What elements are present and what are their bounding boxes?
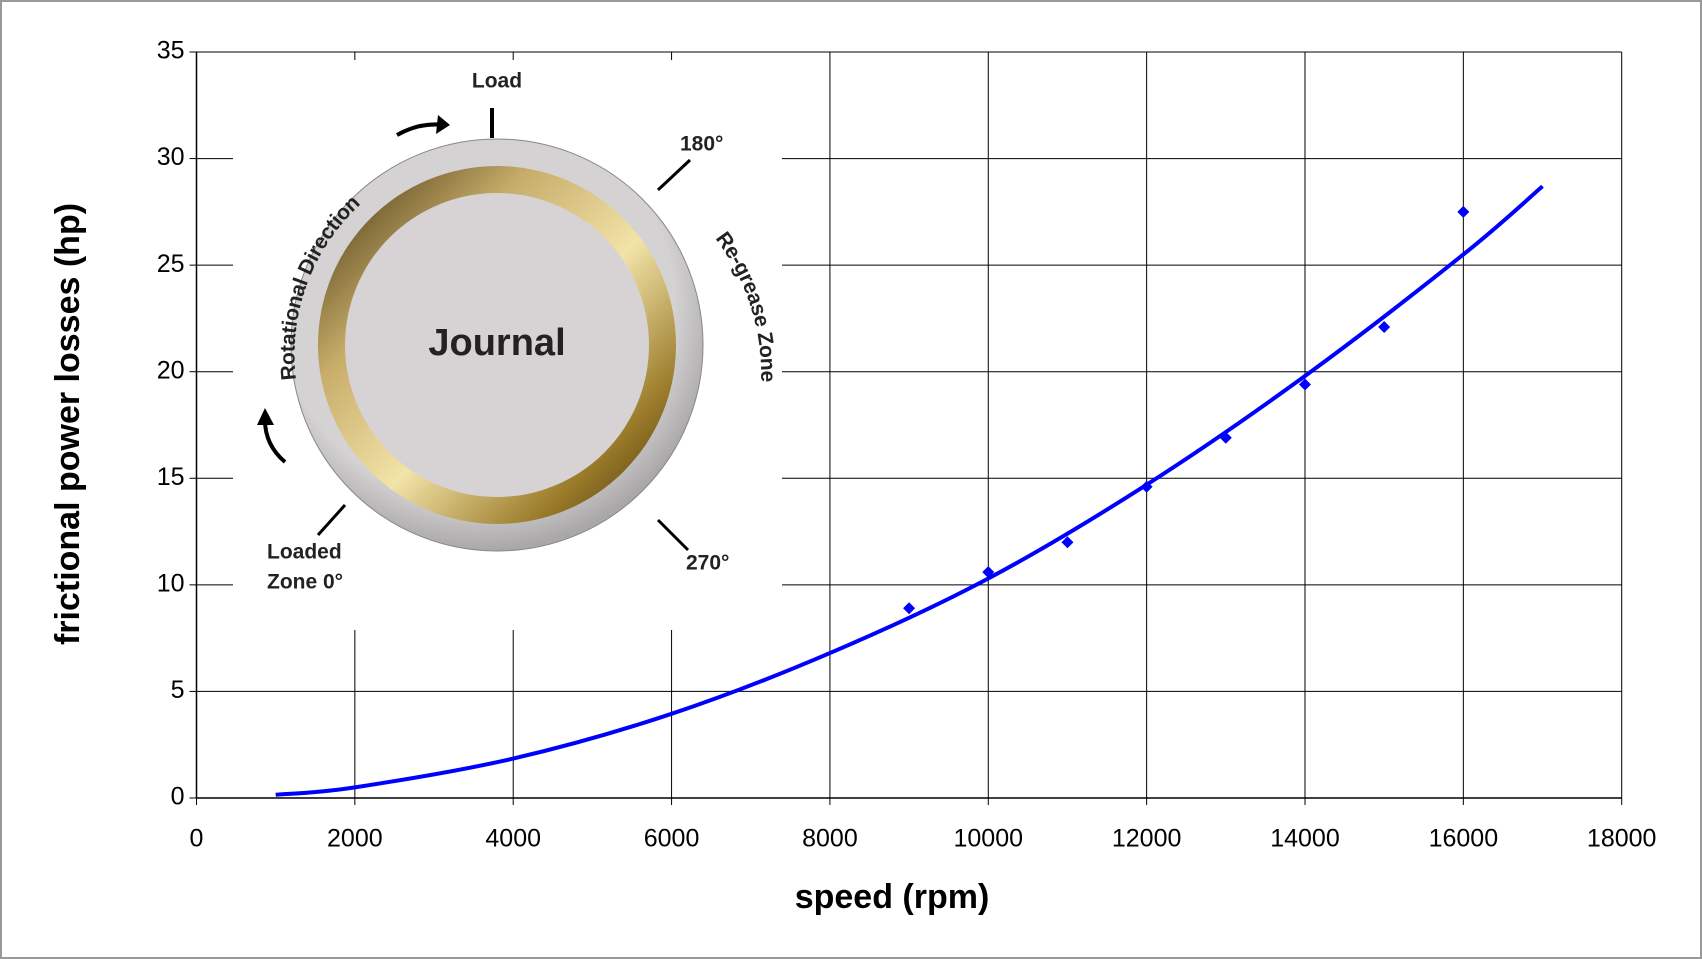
point — [1298, 378, 1311, 391]
y-tick-label: 35 — [157, 37, 185, 65]
y-tick-label: 0 — [171, 783, 185, 811]
load-label: Load — [472, 70, 522, 93]
line-180 — [656, 158, 692, 192]
y-tick-label: 30 — [157, 143, 185, 171]
y-axis-title: frictional power losses (hp) — [49, 203, 87, 645]
y-tick-label: 10 — [157, 569, 185, 597]
point — [1061, 536, 1074, 549]
point — [1378, 320, 1391, 333]
x-tick-label: 8000 — [802, 825, 858, 853]
line-270 — [656, 518, 690, 552]
y-tick-label: 20 — [157, 356, 185, 384]
x-tick-label: 16000 — [1429, 825, 1499, 853]
journal — [345, 193, 649, 497]
label-180: 180° — [680, 133, 723, 156]
arrow-left-head — [257, 408, 274, 425]
x-tick-label: 18000 — [1587, 825, 1657, 853]
y-tick-label: 15 — [157, 463, 185, 491]
x-tick-label: 6000 — [644, 825, 700, 853]
x-tick-label: 2000 — [327, 825, 383, 853]
x-tick-label: 12000 — [1112, 825, 1182, 853]
y-tick-label: 5 — [171, 676, 185, 704]
x-tick-label: 10000 — [954, 825, 1024, 853]
fit-line — [275, 184, 1544, 797]
point — [903, 602, 916, 615]
zone-label: Zone 0° — [267, 571, 343, 594]
x-tick-label: 14000 — [1270, 825, 1340, 853]
point — [1457, 205, 1470, 218]
inset-diagram: Journal Load 180° 270° Loaded Zone 0° Ro… — [233, 60, 782, 630]
x-tick-label: 0 — [190, 825, 204, 853]
line-0 — [316, 503, 347, 537]
label-270: 270° — [686, 552, 729, 575]
arrow-top-head — [436, 115, 450, 134]
journal-label: Journal — [428, 322, 565, 364]
x-tick-label: 4000 — [485, 825, 541, 853]
loaded-label: Loaded — [267, 541, 342, 564]
y-tick-label: 25 — [157, 250, 185, 278]
x-axis-title: speed (rpm) — [795, 878, 990, 916]
